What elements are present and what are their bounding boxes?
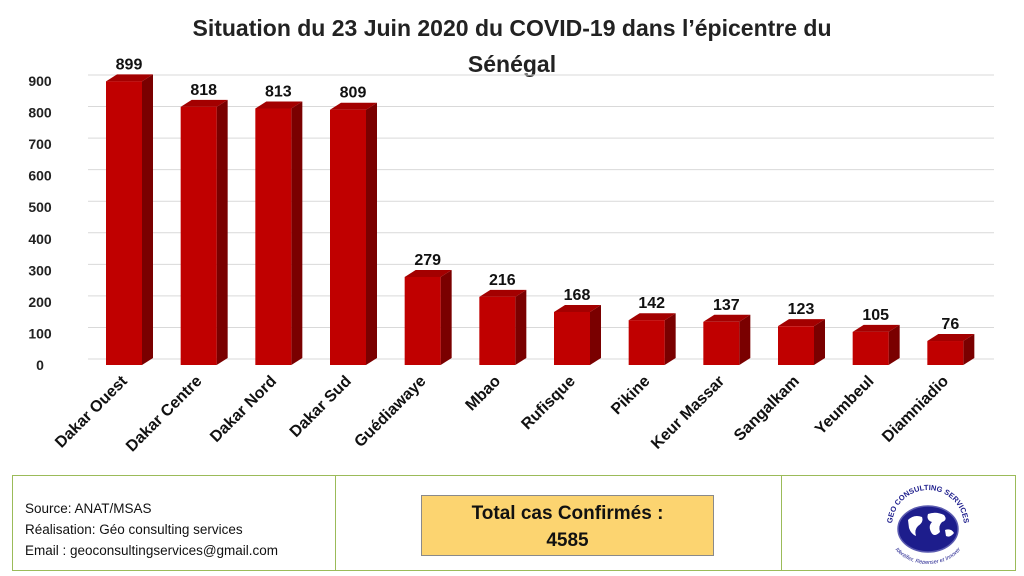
company-logo: GEO CONSULTING SERVICES Identifier, Repe… — [885, 484, 971, 564]
bar-value-label: 168 — [564, 287, 591, 304]
bar-value-label: 813 — [265, 83, 292, 100]
x-tick-label: Pikine — [608, 373, 653, 418]
bar-value-label: 279 — [414, 252, 441, 269]
x-tick-label: Dakar Centre — [123, 373, 206, 456]
chart-title-line2: Sénégal — [468, 51, 556, 77]
total-box: Total cas Confirmés : 4585 — [421, 495, 714, 556]
realisation-text: Réalisation: Géo consulting services — [25, 522, 243, 537]
y-tick-label: 200 — [28, 294, 52, 310]
bar — [255, 101, 303, 365]
x-tick-label: Dakar Nord — [207, 373, 280, 446]
x-tick-label: Guédiawaye — [351, 373, 429, 451]
chart: Situation du 23 Juin 2020 du COVID-19 da… — [28, 15, 994, 455]
bar — [106, 74, 153, 365]
bar — [852, 324, 900, 365]
y-tick-label: 300 — [28, 262, 52, 278]
x-tick-label: Sangalkam — [731, 373, 803, 445]
total-label: Total cas Confirmés : — [471, 503, 664, 524]
y-tick-label: 800 — [28, 105, 52, 121]
y-tick-label: 0 — [36, 357, 44, 373]
globe-icon — [897, 505, 959, 553]
bar-value-label: 216 — [489, 272, 516, 289]
y-tick-label: 900 — [28, 73, 52, 89]
y-tick-label: 600 — [28, 168, 52, 184]
x-tick-label: Mbao — [463, 373, 505, 415]
bar-value-label: 809 — [340, 85, 367, 102]
bar-value-label: 818 — [190, 82, 217, 99]
y-tick-label: 500 — [28, 199, 52, 215]
bar-value-label: 899 — [116, 56, 143, 73]
gridlines — [88, 74, 994, 360]
total-value: 4585 — [546, 530, 589, 551]
bar — [404, 269, 452, 365]
bar-value-label: 123 — [788, 301, 815, 318]
bar — [554, 304, 601, 365]
x-tick-label: Dakar Sud — [287, 373, 355, 441]
chart-title-line1: Situation du 23 Juin 2020 du COVID-19 da… — [192, 15, 831, 41]
x-tick-label: Diamniadio — [879, 373, 952, 446]
y-tick-label: 400 — [28, 231, 52, 247]
x-tick-label: Keur Massar — [648, 373, 728, 453]
bar-value-label: 105 — [862, 307, 889, 324]
y-tick-label: 700 — [28, 136, 52, 152]
source-cell: Source: ANAT/MSAS Réalisation: Géo consu… — [13, 476, 336, 570]
footer-panel: Source: ANAT/MSAS Réalisation: Géo consu… — [12, 475, 1016, 571]
x-tick-label: Dakar Ouest — [52, 372, 131, 451]
total-cell: Total cas Confirmés : 4585 — [336, 476, 782, 570]
bar-value-label: 76 — [941, 316, 959, 333]
bars — [106, 74, 975, 366]
logo-cell: GEO CONSULTING SERVICES Identifier, Repe… — [782, 476, 1015, 570]
data-labels: 899 818 813 809 279 216 168 142 137 123 105 76 — [116, 56, 960, 333]
bar-value-label: 142 — [638, 295, 665, 312]
source-text: Source: ANAT/MSAS — [25, 501, 152, 516]
bar — [703, 314, 751, 365]
x-tick-label: Rufisque — [518, 373, 578, 433]
bar — [479, 289, 527, 365]
bar — [628, 313, 676, 365]
email-text: Email : geoconsultingservices@gmail.com — [25, 543, 279, 558]
bar-value-label: 137 — [713, 297, 740, 314]
y-axis-ticks: 0 100 200 300 400 500 600 700 800 900 — [28, 73, 52, 373]
bar — [180, 99, 228, 366]
x-tick-label: Yeumbeul — [812, 373, 877, 438]
bar — [927, 334, 975, 365]
bar — [330, 102, 377, 366]
bar — [778, 319, 825, 365]
y-tick-label: 100 — [28, 325, 52, 341]
